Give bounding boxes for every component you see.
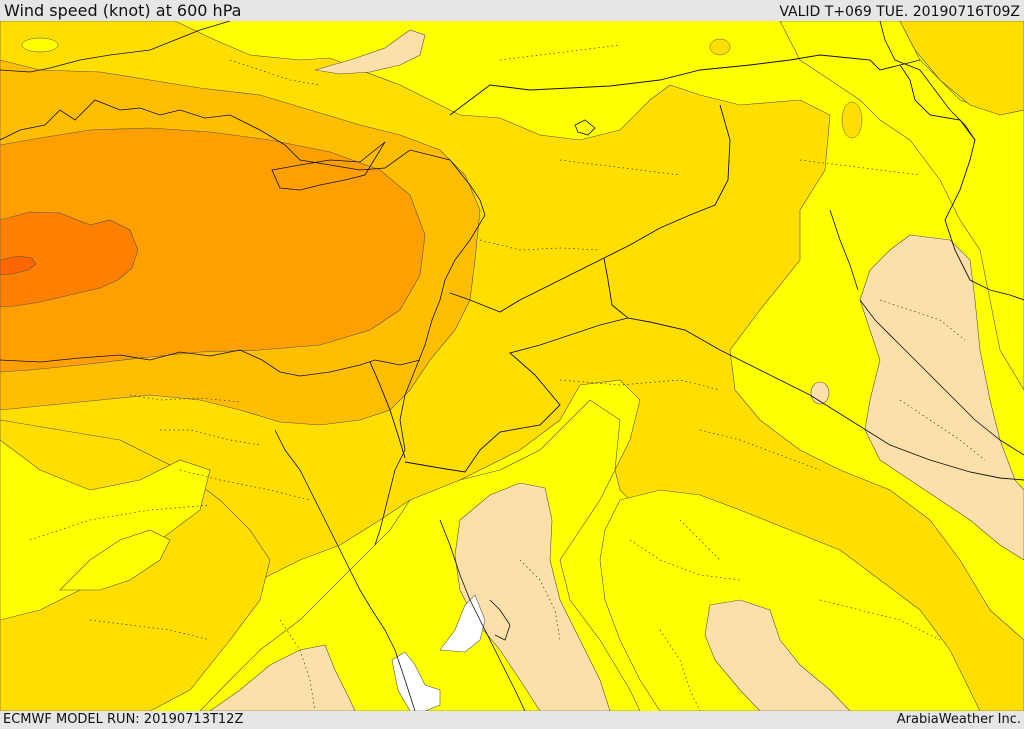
wind-band-peach-south	[704, 599, 851, 711]
map-canvas	[0, 21, 1024, 711]
wind-band-yellow-west-small	[59, 529, 171, 591]
wind-band-deep-orange	[0, 255, 37, 276]
wind-band-white-red-sea	[439, 594, 486, 653]
credit-label: ArabiaWeather Inc.	[896, 712, 1021, 727]
wind-band-white-south	[391, 651, 441, 711]
wind-band-yellow-southeast	[599, 489, 981, 711]
wind-band-peach-east	[859, 234, 1024, 561]
wind-band-dark-orange	[0, 211, 139, 308]
wind-band-peach-southwest	[209, 644, 356, 711]
header-bar: Wind speed (knot) at 600 hPa VALID T+069…	[0, 0, 1024, 21]
wind-band-gold-island-3	[709, 38, 731, 56]
wind-band-peach-north	[314, 29, 426, 75]
wind-band-yellow-northeast	[779, 21, 1024, 391]
wind-band-gold-island-2	[841, 101, 863, 139]
wind-band-orange	[0, 127, 426, 373]
country-borders	[369, 54, 1024, 481]
valid-time: VALID T+069 TUE. 20190716T09Z	[779, 4, 1020, 20]
map-title: Wind speed (knot) at 600 hPa	[4, 1, 242, 20]
wind-band-yellow-west	[0, 439, 211, 621]
wind-speed-map	[0, 21, 1024, 711]
wind-band-gold-northeast	[899, 21, 1024, 116]
model-run-label: ECMWF MODEL RUN: 20190713T12Z	[3, 712, 244, 727]
footer-bar: ECMWF MODEL RUN: 20190713T12Z ArabiaWeat…	[0, 711, 1024, 729]
coastlines	[0, 21, 1024, 711]
wind-band-yellow-island-1	[21, 37, 59, 53]
wind-band-peach-spot	[810, 381, 830, 405]
province-borders	[29, 44, 986, 711]
